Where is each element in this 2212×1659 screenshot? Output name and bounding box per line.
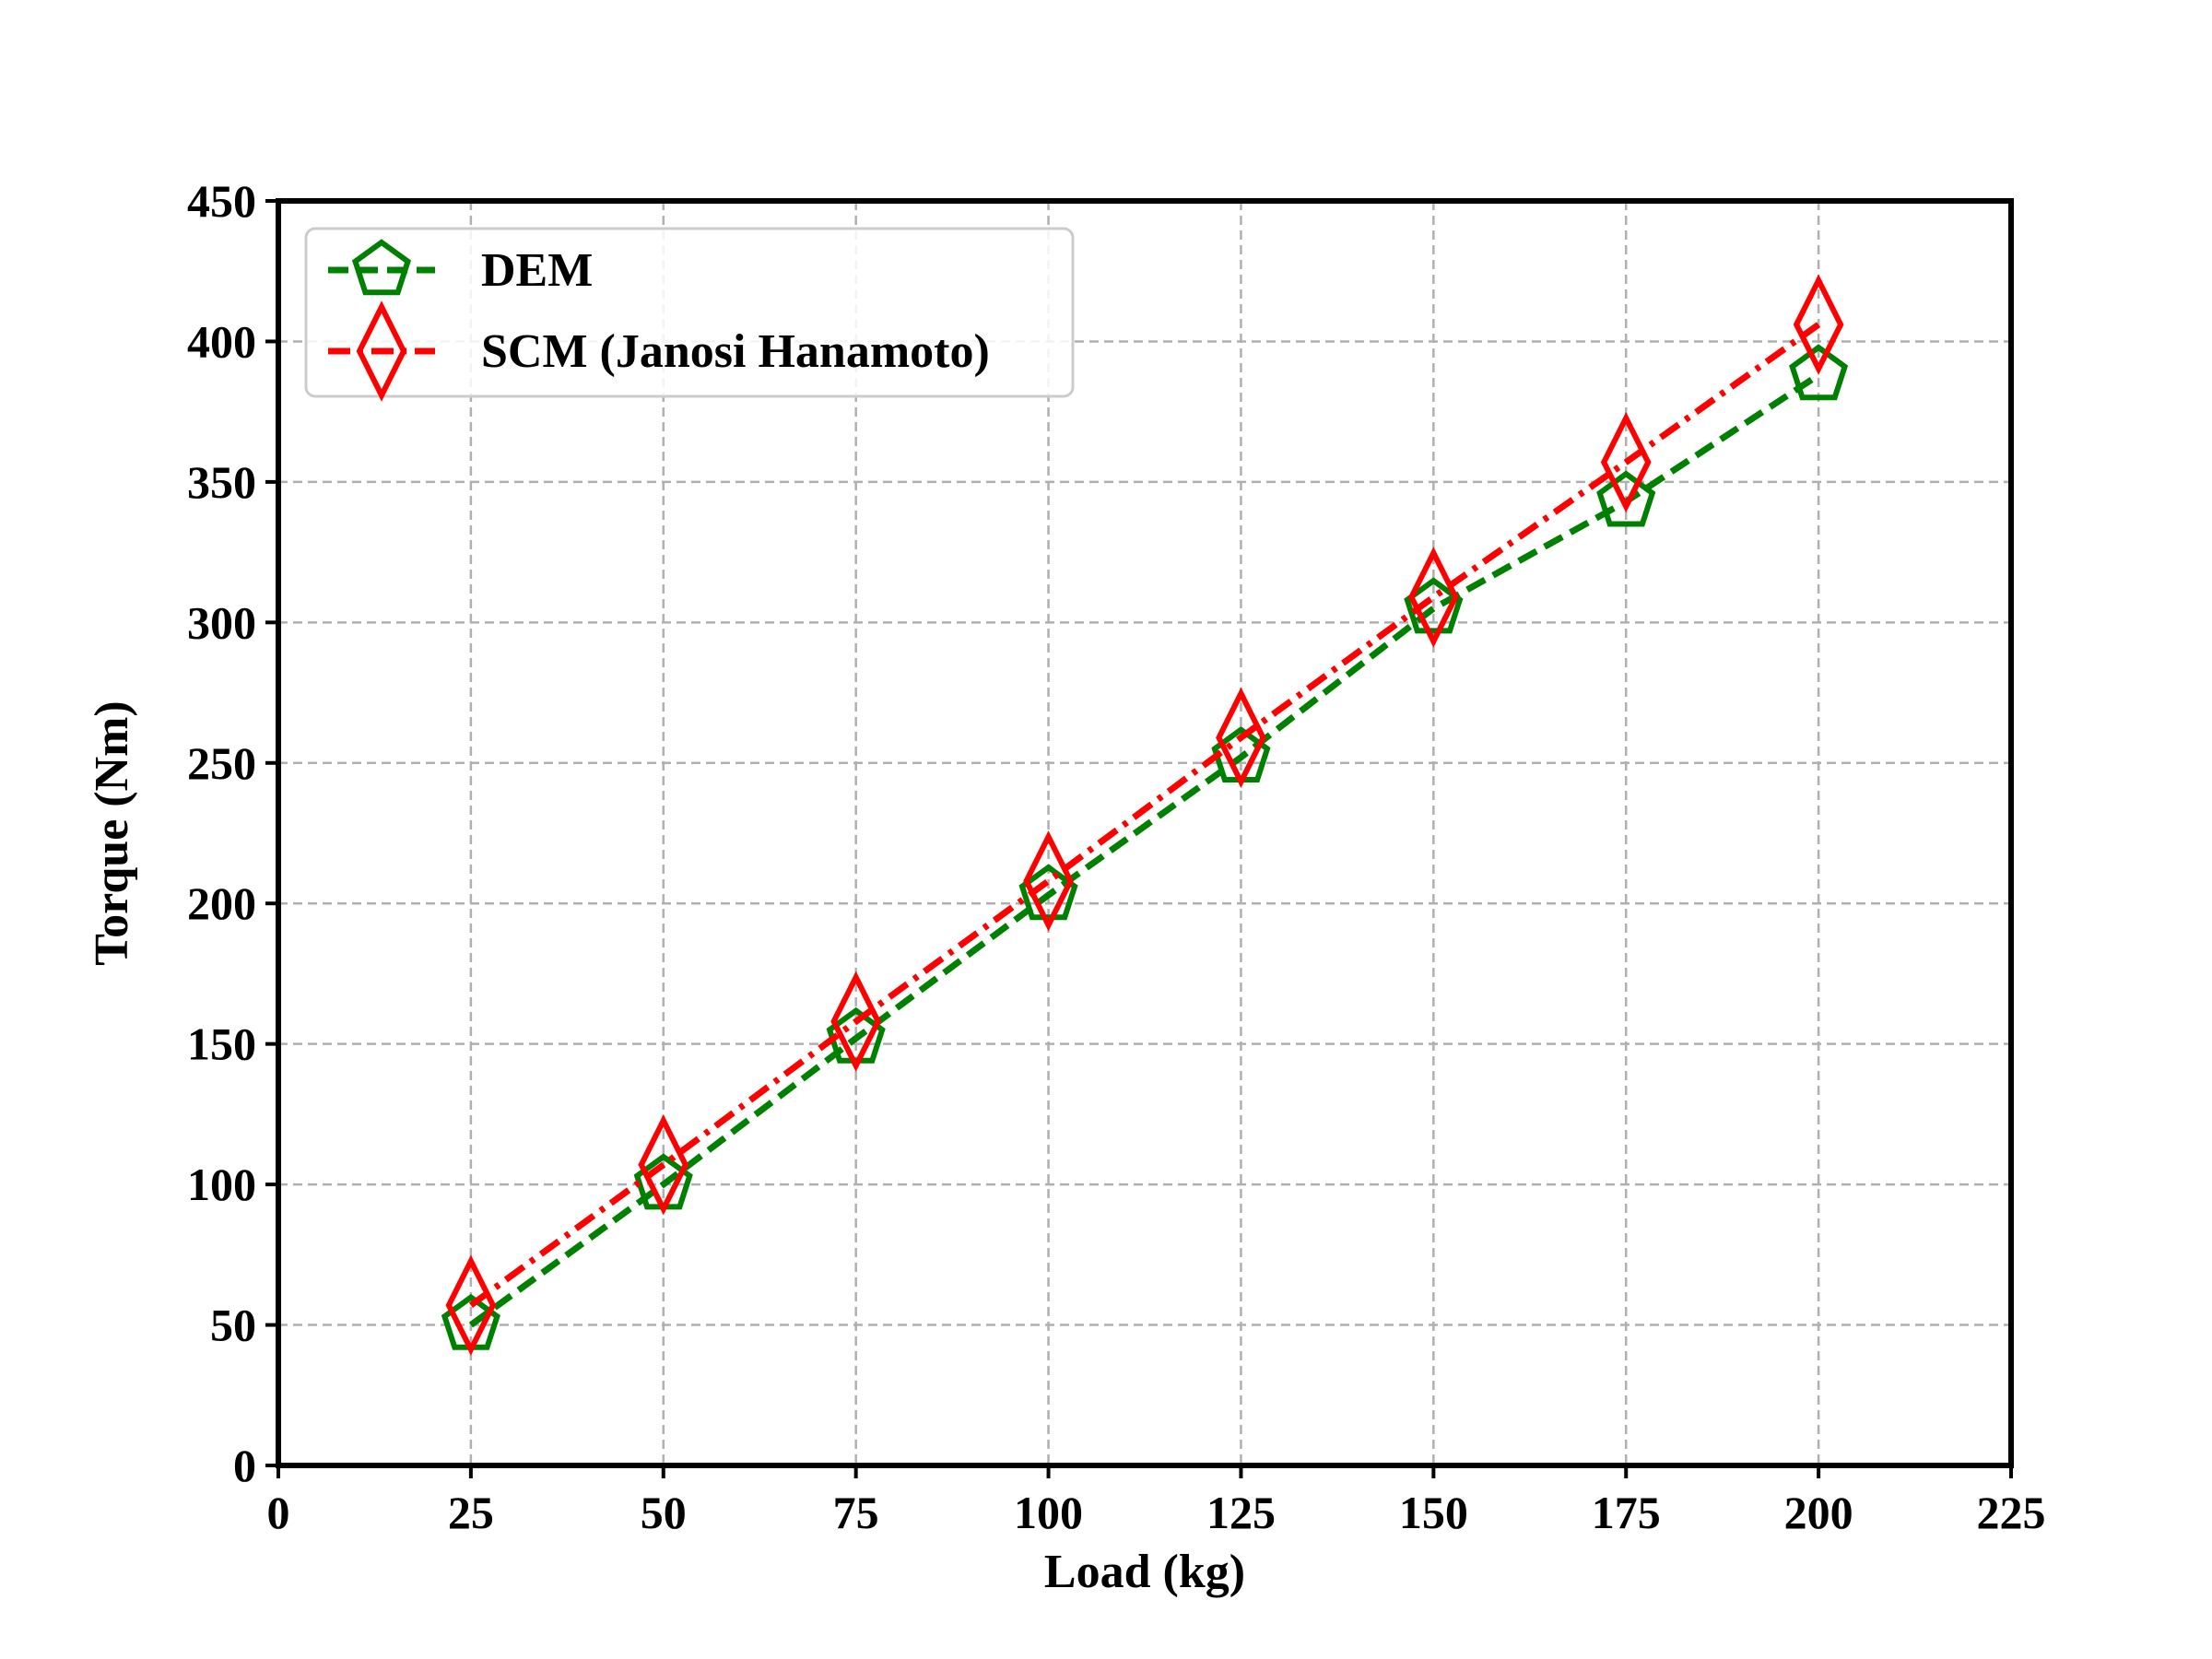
- y-tick-label: 350: [187, 456, 256, 508]
- series-layer: [441, 274, 1849, 1356]
- data-point: [1793, 274, 1844, 375]
- x-tick-label: 175: [1592, 1487, 1661, 1538]
- plot-frame: [276, 198, 2014, 1468]
- axis-ticks: 0 25 50 75 100 125 150 175 200 225 0 50 100 150 200 250…: [187, 175, 2046, 1538]
- legend-item: SCM (Janosi Hanamoto): [328, 300, 990, 402]
- legend-label: SCM (Janosi Hanamoto): [481, 325, 990, 378]
- legend: DEM SCM (Janosi Hanamoto): [304, 227, 1075, 402]
- legend-marker: [351, 239, 412, 296]
- y-tick-label: 100: [187, 1159, 256, 1210]
- x-tick-label: 50: [641, 1487, 687, 1538]
- y-tick-label: 450: [187, 175, 256, 227]
- y-tick-label: 0: [233, 1440, 256, 1491]
- legend-box: [304, 227, 1075, 398]
- series-1: [445, 274, 1844, 1356]
- y-tick-label: 150: [187, 1018, 256, 1070]
- data-point: [830, 971, 882, 1072]
- data-point: [1600, 411, 1652, 513]
- y-tick-label: 400: [187, 315, 256, 367]
- y-tick-label: 300: [187, 596, 256, 648]
- x-tick-label: 75: [833, 1487, 879, 1538]
- data-point: [445, 1254, 497, 1356]
- x-tick-label: 25: [448, 1487, 494, 1538]
- legend-label: DEM: [481, 244, 593, 297]
- y-tick-label: 50: [210, 1300, 256, 1351]
- data-point: [1596, 470, 1656, 527]
- x-tick-label: 125: [1206, 1487, 1276, 1538]
- x-tick-label: 150: [1399, 1487, 1468, 1538]
- data-point: [1023, 830, 1074, 932]
- y-tick-label: 200: [187, 877, 256, 929]
- series-line: [468, 322, 1821, 1309]
- y-tick-label: 250: [187, 737, 256, 789]
- x-tick-label: 225: [1977, 1487, 2046, 1538]
- legend-item: DEM: [328, 239, 593, 297]
- y-axis-label: Torque (Nm): [86, 700, 138, 965]
- data-point: [1407, 547, 1459, 648]
- data-point: [1216, 687, 1266, 789]
- x-tick-label: 200: [1784, 1487, 1853, 1538]
- legend-marker: [356, 300, 407, 402]
- data-point: [638, 1114, 689, 1216]
- x-axis-label: Load (kg): [1044, 1546, 1245, 1598]
- series-line: [468, 372, 1821, 1328]
- x-tick-label: 100: [1014, 1487, 1083, 1538]
- x-tick-label: 0: [267, 1487, 290, 1538]
- data-point: [1789, 344, 1849, 401]
